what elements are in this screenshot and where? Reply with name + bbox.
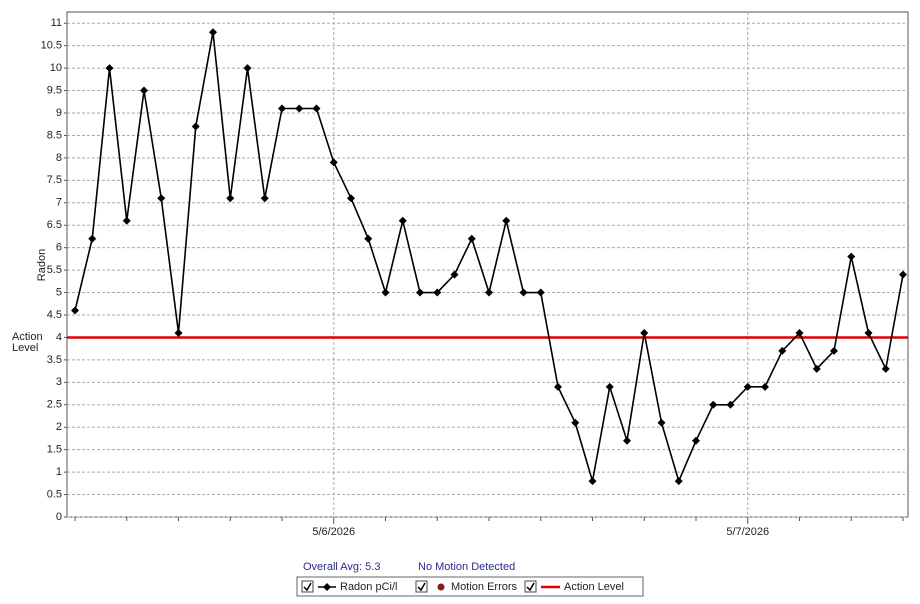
y-tick-label: 6 <box>56 242 62 254</box>
y-tick-label: 4.5 <box>47 309 62 321</box>
data-point <box>778 346 787 355</box>
data-point <box>623 436 631 445</box>
data-point <box>830 346 838 355</box>
data-point <box>795 328 804 337</box>
x-tick-label: 5/7/2026 <box>726 526 769 538</box>
data-point <box>743 382 752 391</box>
y-tick-label: 4 <box>56 331 62 343</box>
data-point <box>467 234 476 243</box>
y-tick-label: 3 <box>56 376 62 388</box>
data-point <box>571 418 580 427</box>
data-point <box>243 64 252 73</box>
y-tick-label: 8 <box>56 152 62 164</box>
y-tick-label: 1 <box>56 466 62 478</box>
data-point <box>450 270 459 279</box>
data-point <box>416 288 424 297</box>
data-point <box>761 382 769 391</box>
y-tick-label: 6.5 <box>47 219 62 231</box>
checkbox-radon[interactable] <box>301 580 314 593</box>
data-point <box>709 400 718 409</box>
data-point <box>726 400 735 409</box>
data-point <box>657 418 666 427</box>
data-point <box>692 436 700 445</box>
y-axis-label: Radon <box>36 249 48 281</box>
data-point <box>88 234 97 243</box>
data-point <box>157 194 166 203</box>
legend-marker <box>437 583 445 591</box>
y-tick-label: 7 <box>56 197 62 209</box>
data-point <box>588 477 597 486</box>
data-point <box>554 382 562 391</box>
data-point <box>847 252 856 261</box>
data-point <box>433 288 442 297</box>
checkbox-action[interactable] <box>524 580 537 593</box>
data-point <box>191 122 200 131</box>
data-point <box>278 104 286 113</box>
y-tick-label: 7.5 <box>47 174 62 186</box>
legend-label: Action Level <box>564 581 624 593</box>
checkbox-radon-check <box>303 582 312 592</box>
y-tick-label: 5 <box>56 286 62 298</box>
data-point <box>329 158 338 167</box>
y-tick-label: 5.5 <box>47 264 62 276</box>
data-point <box>812 364 821 373</box>
y-tick-label: 11 <box>51 17 62 29</box>
data-point <box>381 288 390 297</box>
y-tick-label: 9 <box>56 107 62 119</box>
y-tick-label: 2 <box>56 421 62 433</box>
data-point <box>174 328 183 337</box>
legend <box>296 576 644 597</box>
data-point <box>519 288 528 297</box>
data-point <box>536 288 545 297</box>
data-point <box>864 328 873 337</box>
data-point <box>674 477 683 486</box>
checkbox-motion[interactable] <box>415 580 428 593</box>
motion-status: No Motion Detected <box>418 561 515 573</box>
data-point <box>312 104 321 113</box>
y-tick-label: 0.5 <box>47 488 62 500</box>
y-tick-label: 3.5 <box>47 354 62 366</box>
average-text: Overall Avg: 5.3 <box>303 561 380 573</box>
y-tick-label: 2.5 <box>47 399 62 411</box>
data-point <box>226 194 235 203</box>
data-point <box>209 28 217 37</box>
data-point <box>640 328 649 337</box>
y-tick-label: 0 <box>56 511 62 523</box>
data-point <box>398 216 407 225</box>
data-point <box>260 194 269 203</box>
data-point <box>295 104 304 113</box>
data-point <box>899 270 907 279</box>
data-point <box>140 86 148 95</box>
data-point <box>881 364 890 373</box>
y-tick-label: 10 <box>50 62 62 74</box>
y-tick-label: 9.5 <box>47 84 62 96</box>
data-point <box>71 306 79 315</box>
legend-label: Radon pCi/l <box>340 581 397 593</box>
y-tick-label: 10.5 <box>41 40 62 52</box>
checkbox-action-check <box>526 582 535 592</box>
action-level-label: Action Level <box>12 331 43 354</box>
data-point <box>122 216 131 225</box>
legend-marker <box>323 583 331 591</box>
data-point <box>502 216 511 225</box>
y-tick-label: 1.5 <box>47 444 62 456</box>
plot-area <box>66 11 909 518</box>
legend-label: Motion Errors <box>451 581 518 593</box>
data-point <box>105 64 114 73</box>
x-tick-label: 5/6/2026 <box>312 526 355 538</box>
data-point <box>485 288 493 297</box>
data-point <box>364 234 373 243</box>
y-tick-label: 8.5 <box>47 129 62 141</box>
data-point <box>605 382 614 391</box>
data-point <box>347 194 355 203</box>
checkbox-motion-check <box>417 582 426 592</box>
